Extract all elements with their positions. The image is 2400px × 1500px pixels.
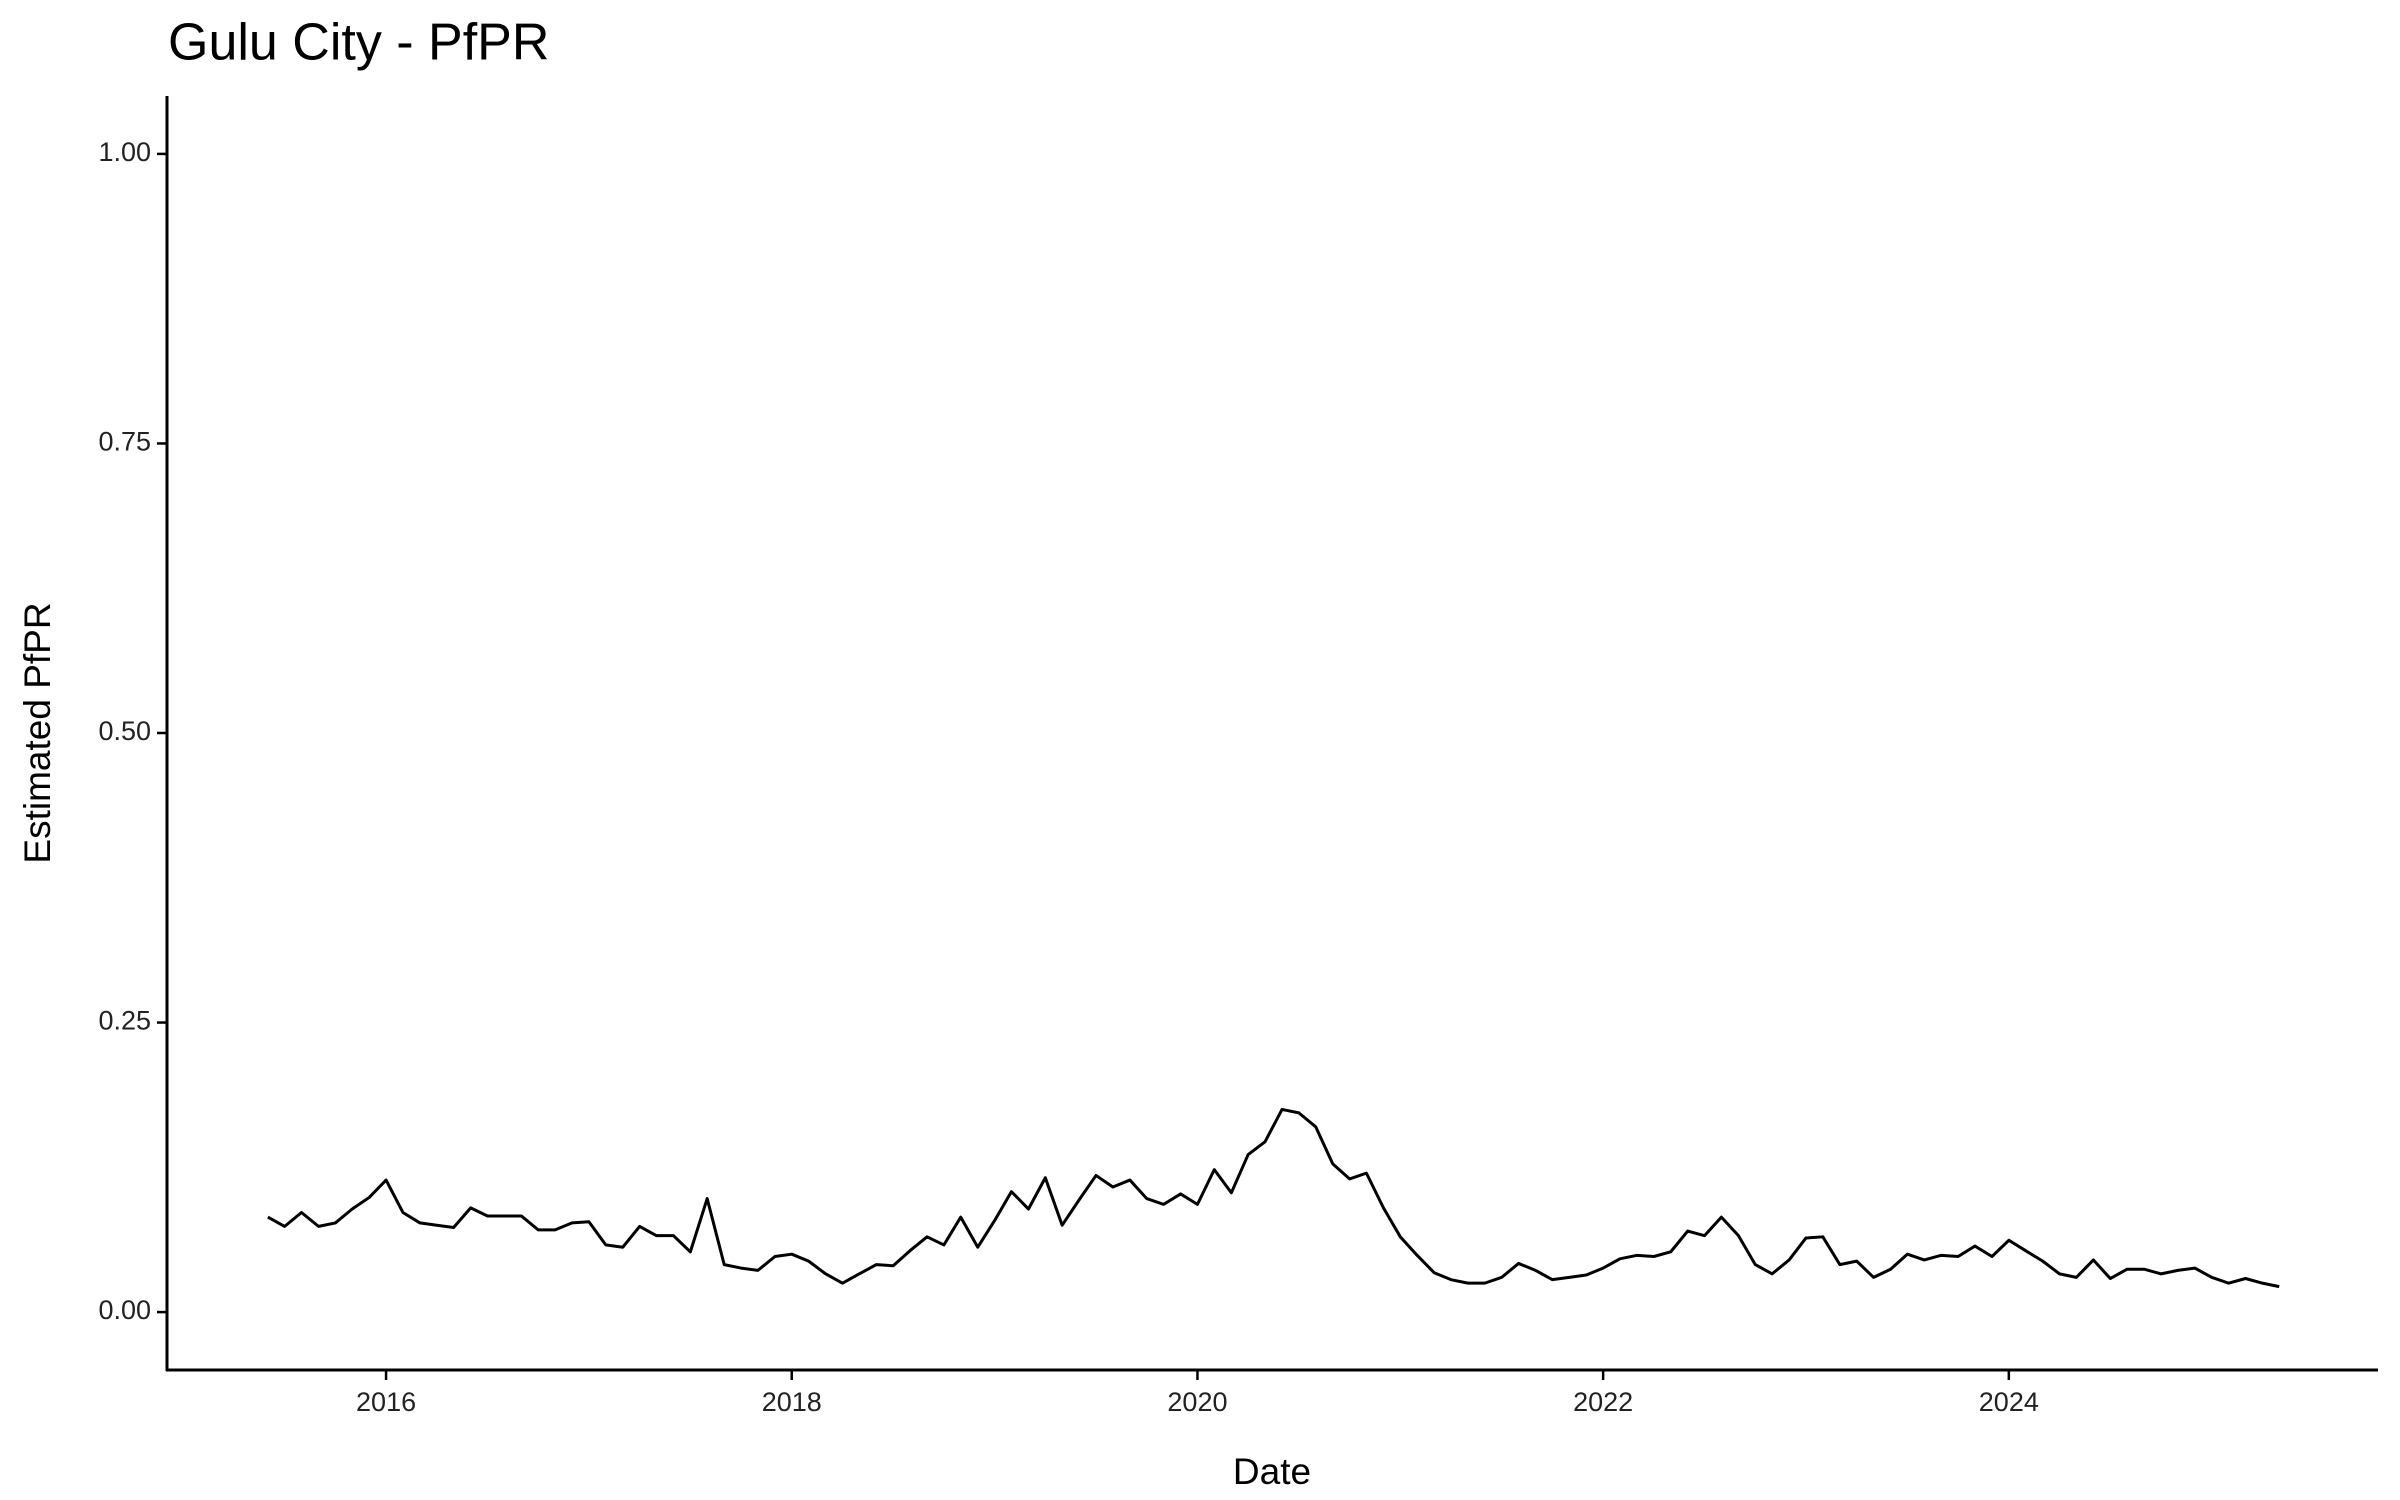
y-axis-title: Estimated PfPR bbox=[17, 602, 58, 863]
x-tick-label: 2016 bbox=[356, 1387, 416, 1417]
y-tick-label: 0.25 bbox=[98, 1006, 151, 1036]
line bbox=[267, 1107, 2280, 1289]
x-tick-label: 2020 bbox=[1167, 1387, 1227, 1417]
y-tick-label: 1.00 bbox=[98, 137, 151, 167]
x-tick-label: 2024 bbox=[1979, 1387, 2039, 1417]
x-tick-label: 2018 bbox=[762, 1387, 822, 1417]
chart-title: Gulu City - PfPR bbox=[168, 14, 549, 72]
y-tick-label: 0.00 bbox=[98, 1295, 151, 1325]
x-tick-label: 2022 bbox=[1573, 1387, 1633, 1417]
x-axis-title: Date bbox=[1233, 1451, 1311, 1492]
y-tick-label: 0.50 bbox=[98, 716, 151, 746]
y-tick-label: 0.75 bbox=[98, 427, 151, 457]
